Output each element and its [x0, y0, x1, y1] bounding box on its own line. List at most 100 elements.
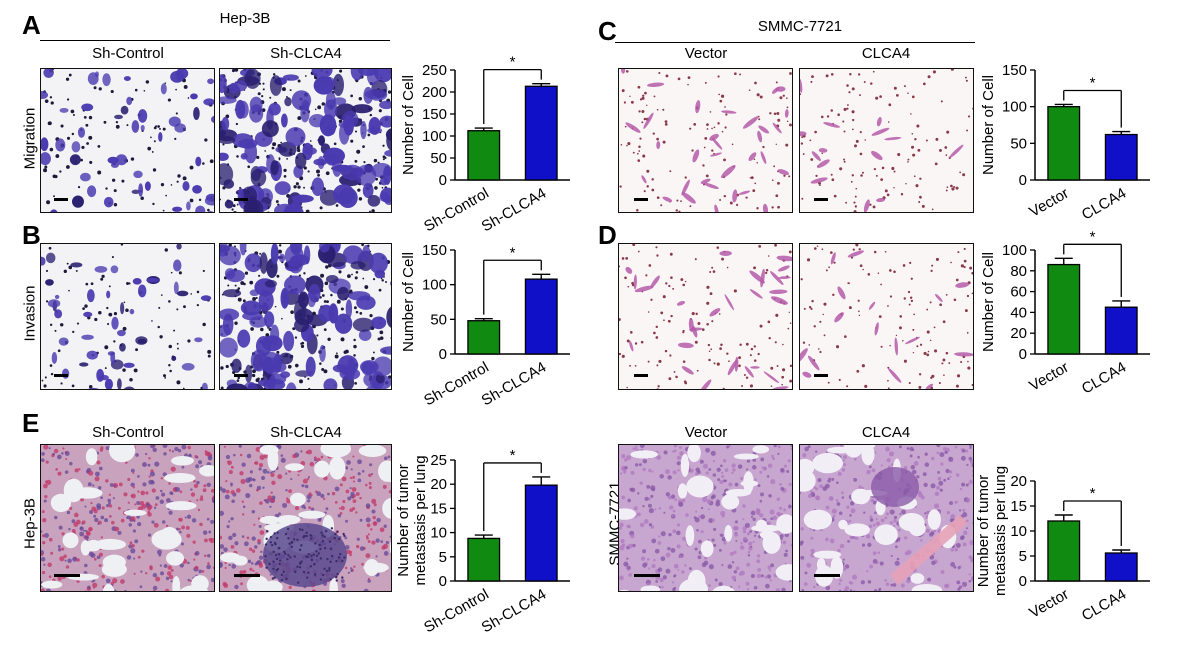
column-label-e-sh-clca4: Sh-CLCA4: [220, 424, 392, 441]
y-tick-label: 5: [439, 549, 447, 566]
y-tick-label: 10: [430, 525, 447, 542]
x-tick-label: Vector: [1026, 185, 1071, 221]
y-tick-label: 150: [1002, 62, 1027, 79]
y-tick-label: 0: [1019, 346, 1027, 363]
scale-bar: [54, 574, 80, 577]
header-line-smmc: [615, 42, 975, 43]
column-label-e-clca4: CLCA4: [800, 424, 972, 441]
y-tick-label: 10: [1010, 523, 1027, 540]
micrograph-migration-vector: [618, 68, 793, 213]
x-tick-label: CLCA4: [1079, 359, 1129, 398]
scale-bar: [234, 574, 260, 577]
y-axis-label: Number of Cell: [400, 75, 417, 175]
bar: [1048, 521, 1080, 581]
y-tick-label: 20: [430, 476, 447, 493]
error-bar: [532, 477, 550, 485]
x-tick-label: Sh-Control: [421, 185, 492, 236]
micrograph-lung-vector: [618, 444, 793, 592]
significance-marker: *: [510, 244, 516, 261]
micrograph-lung-sh-clca4: [219, 444, 392, 592]
y-tick-label: 0: [1019, 573, 1027, 590]
y-tick-label: 5: [1019, 548, 1027, 565]
error-bar: [532, 274, 550, 279]
bar: [1105, 135, 1137, 180]
y-axis-label: Number of tumormetastasis per lung: [975, 466, 1009, 596]
y-tick-label: 0: [1019, 172, 1027, 189]
bar: [1105, 553, 1137, 581]
y-axis-label: Number of Cell: [980, 252, 997, 352]
y-tick-label: 200: [422, 84, 447, 101]
micrograph-migration-sh-control: [40, 68, 215, 213]
y-tick-label: 20: [1010, 325, 1027, 342]
scale-bar: [634, 198, 648, 201]
error-bar: [1055, 515, 1073, 521]
x-tick-label: Vector: [1026, 586, 1071, 622]
significance-marker: *: [510, 447, 516, 464]
column-label-sh-clca4: Sh-CLCA4: [220, 45, 392, 62]
bar: [468, 321, 500, 354]
significance-marker: *: [1090, 485, 1096, 502]
x-tick-label: Sh-Control: [421, 586, 492, 637]
significance-marker: *: [1090, 74, 1096, 91]
scale-bar: [634, 374, 648, 377]
y-tick-label: 150: [422, 242, 447, 259]
micrograph-invasion-sh-control: [40, 243, 215, 390]
micrograph-lung-clca4: [799, 444, 974, 592]
micrograph-invasion-sh-clca4: [219, 243, 392, 390]
y-tick-label: 25: [430, 452, 447, 469]
scale-bar: [814, 198, 828, 201]
bar: [525, 86, 557, 180]
y-tick-label: 0: [439, 573, 447, 590]
bar: [468, 131, 500, 180]
x-tick-label: CLCA4: [1079, 185, 1129, 224]
group-title-hep3b: Hep-3B: [120, 10, 370, 27]
panel-letter-c: C: [598, 18, 617, 44]
column-label-clca4: CLCA4: [800, 45, 972, 62]
y-tick-label: 100: [1002, 242, 1027, 259]
column-label-vector: Vector: [620, 45, 792, 62]
column-label-sh-control: Sh-Control: [42, 45, 214, 62]
y-tick-label: 15: [430, 500, 447, 517]
row-label-hep3b: Hep-3B: [22, 474, 39, 574]
panel-letter-e: E: [22, 410, 39, 436]
x-tick-label: Sh-CLCA4: [479, 185, 550, 236]
scale-bar: [814, 574, 840, 577]
row-label-invasion: Invasion: [22, 264, 39, 364]
x-tick-label: Sh-CLCA4: [479, 359, 550, 410]
scale-bar: [634, 574, 660, 577]
y-tick-label: 250: [422, 62, 447, 79]
header-line-hep3b: [40, 40, 390, 41]
significance-marker: *: [510, 54, 516, 71]
scale-bar: [814, 374, 828, 377]
bar: [468, 538, 500, 581]
y-tick-label: 80: [1010, 263, 1027, 280]
x-tick-label: CLCA4: [1079, 586, 1129, 625]
y-tick-label: 50: [1010, 135, 1027, 152]
column-label-e-vector: Vector: [620, 424, 792, 441]
x-tick-label: Sh-CLCA4: [479, 586, 550, 637]
y-tick-label: 0: [439, 172, 447, 189]
panel-letter-d: D: [598, 222, 617, 248]
y-axis-label: Number of Cell: [400, 252, 417, 352]
bar: [1048, 265, 1080, 354]
row-label-migration: Migration: [22, 89, 39, 189]
bar: [1048, 107, 1080, 180]
scale-bar: [54, 374, 68, 377]
scale-bar: [234, 198, 248, 201]
y-tick-label: 100: [1002, 99, 1027, 116]
y-tick-label: 50: [430, 150, 447, 167]
bar: [1105, 307, 1137, 354]
y-tick-label: 20: [1010, 473, 1027, 490]
micrograph-invasion-clca4: [799, 243, 974, 390]
y-axis-label: Number of tumormetastasis per lung: [395, 455, 429, 585]
y-tick-label: 100: [422, 277, 447, 294]
column-label-e-sh-control: Sh-Control: [42, 424, 214, 441]
y-tick-label: 40: [1010, 304, 1027, 321]
y-tick-label: 60: [1010, 284, 1027, 301]
y-axis-label: Number of Cell: [980, 75, 997, 175]
error-bar: [1112, 301, 1130, 307]
